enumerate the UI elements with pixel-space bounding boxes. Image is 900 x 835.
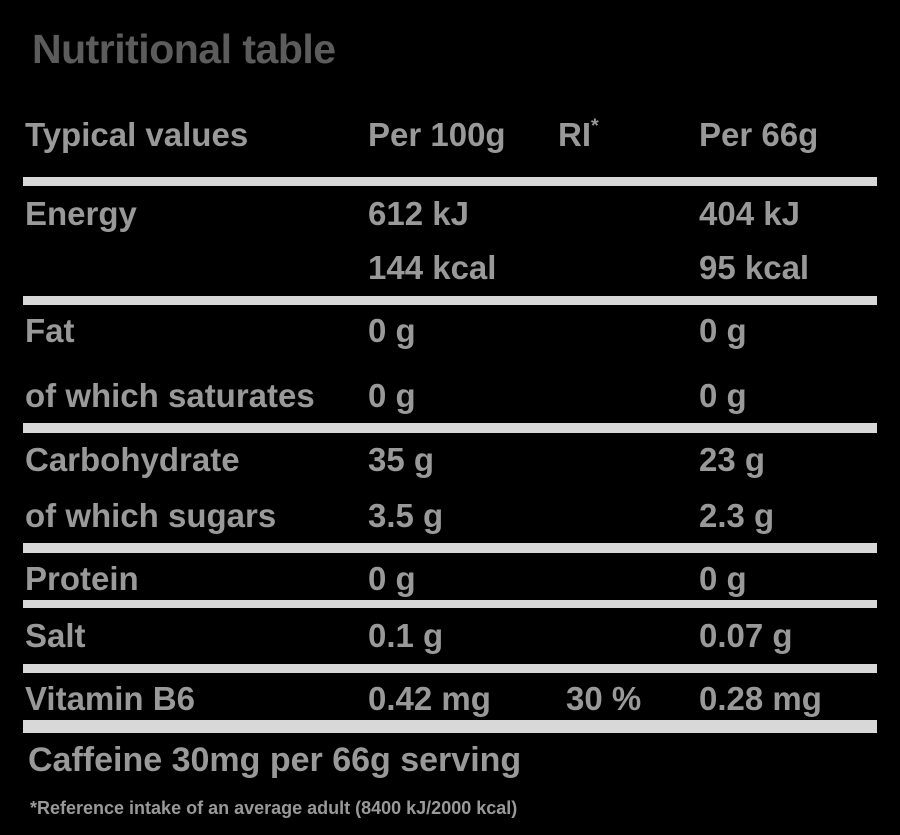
table-row-protein: Protein 0 g 0 g — [0, 560, 900, 602]
col-header-per-serving: Per 66g — [699, 116, 819, 153]
value-per-serving: 0 g — [699, 560, 747, 597]
table-row-carbohydrate: Carbohydrate 35 g 23 g — [0, 441, 900, 483]
value-per-100g: 0.1 g — [368, 617, 444, 654]
value-per-serving: 0 g — [699, 377, 747, 414]
row-label: Energy — [25, 195, 137, 232]
ri-asterisk: * — [591, 115, 599, 137]
value-per-100g: 0 g — [368, 312, 416, 349]
divider — [23, 423, 877, 433]
value-per-serving: 2.3 g — [699, 497, 775, 534]
table-header-row: Typical values Per 100g RI* Per 66g — [0, 115, 900, 158]
table-row-salt: Salt 0.1 g 0.07 g — [0, 617, 900, 659]
table-row-saturates: of which saturates 0 g 0 g — [0, 377, 900, 419]
value-per-serving: 0.07 g — [699, 617, 793, 654]
value-per-100g: 35 g — [368, 441, 435, 478]
divider — [23, 720, 877, 733]
reference-intake-footnote: *Reference intake of an average adult (8… — [30, 798, 518, 818]
table-row-energy: Energy 612 kJ 404 kJ — [0, 195, 900, 237]
divider — [23, 543, 877, 553]
page-title: Nutritional table — [32, 26, 336, 72]
row-label: of which saturates — [25, 377, 315, 414]
divider — [23, 600, 877, 608]
col-header-typical-values: Typical values — [25, 116, 249, 153]
value-per-serving: 0 g — [699, 312, 747, 349]
row-label: Vitamin B6 — [25, 680, 195, 717]
value-per-100g: 0.42 mg — [368, 680, 491, 717]
row-label: Salt — [25, 617, 86, 654]
value-ri: 30 % — [566, 680, 642, 717]
value-per-100g: 144 kcal — [368, 249, 497, 286]
table-row-vitamin-b6: Vitamin B6 0.42 mg 30 % 0.28 mg — [0, 680, 900, 722]
value-per-100g: 3.5 g — [368, 497, 444, 534]
row-label: Carbohydrate — [25, 441, 240, 478]
col-header-ri: RI* — [558, 115, 599, 154]
col-header-per-100g: Per 100g — [368, 116, 506, 153]
row-label: of which sugars — [25, 497, 277, 534]
table-row-fat: Fat 0 g 0 g — [0, 312, 900, 354]
table-row-energy-kcal: 144 kcal 95 kcal — [0, 249, 900, 291]
value-per-serving: 23 g — [699, 441, 766, 478]
value-per-serving: 404 kJ — [699, 195, 800, 232]
divider — [23, 296, 877, 305]
caffeine-note: Caffeine 30mg per 66g serving — [28, 741, 522, 779]
value-per-100g: 0 g — [368, 560, 416, 597]
ri-label: RI — [558, 116, 591, 153]
value-per-serving: 0.28 mg — [699, 680, 822, 717]
row-label: Fat — [25, 312, 75, 349]
value-per-100g: 612 kJ — [368, 195, 469, 232]
value-per-serving: 95 kcal — [699, 249, 810, 286]
value-per-100g: 0 g — [368, 377, 416, 414]
row-label: Protein — [25, 560, 139, 597]
table-row-sugars: of which sugars 3.5 g 2.3 g — [0, 497, 900, 539]
divider — [23, 664, 877, 673]
divider — [23, 177, 877, 186]
